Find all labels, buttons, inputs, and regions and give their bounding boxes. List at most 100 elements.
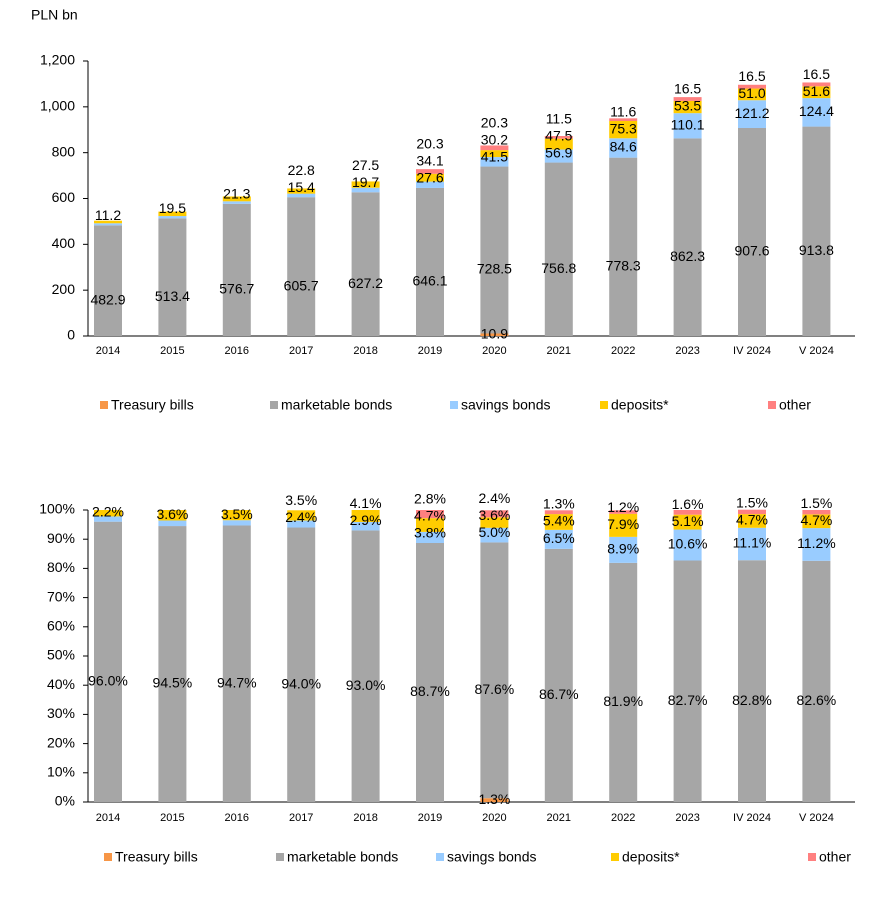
bar-segment xyxy=(544,136,573,139)
data-label: 16.5 xyxy=(674,81,701,97)
y-tick-label: 600 xyxy=(52,189,76,205)
x-tick-label: 2021 xyxy=(547,812,571,824)
y-tick-label: 70% xyxy=(47,588,75,604)
data-label: 4.7% xyxy=(414,508,446,524)
legend-swatch xyxy=(808,853,816,861)
y-tick-label: 400 xyxy=(52,235,76,251)
x-tick-label: 2018 xyxy=(353,812,377,824)
data-label: 81.9% xyxy=(603,693,643,709)
data-label: 82.6% xyxy=(797,692,837,708)
data-label: 3.6% xyxy=(156,506,188,522)
bar-segment xyxy=(673,97,702,101)
data-label: 94.7% xyxy=(217,674,257,690)
x-tick-label: 2019 xyxy=(418,345,442,357)
bar-segment xyxy=(802,82,831,87)
bar-segment xyxy=(416,173,444,182)
bar-segment xyxy=(609,536,638,563)
bar-segment xyxy=(609,120,638,139)
data-label: 7.9% xyxy=(607,516,639,532)
data-label: 11.6 xyxy=(610,103,636,119)
data-label: 51.0 xyxy=(738,85,765,101)
data-label: 19.5 xyxy=(159,200,186,216)
bar-segment xyxy=(480,542,509,799)
bar-segment xyxy=(544,548,573,802)
bar-segment xyxy=(287,197,316,336)
data-label: 3.8% xyxy=(414,525,446,541)
x-tick-label: 2016 xyxy=(225,345,249,357)
legend-swatch xyxy=(104,853,112,861)
y-tick-label: 0% xyxy=(55,793,75,809)
data-label: 27.6 xyxy=(416,170,443,186)
bar-segment xyxy=(738,509,766,515)
data-label: 4.7% xyxy=(800,512,832,528)
bar-segment xyxy=(609,513,638,537)
data-label: 728.5 xyxy=(477,261,512,277)
bar-segment xyxy=(94,223,122,226)
bar-segment xyxy=(351,521,380,531)
bar-segment xyxy=(673,138,702,336)
bar-segment xyxy=(94,220,122,224)
legend-swatch xyxy=(600,401,608,409)
y-tick-label: 80% xyxy=(47,559,75,575)
bar-segment xyxy=(480,517,509,528)
data-label: 1.2% xyxy=(607,499,639,515)
bar-segment xyxy=(222,203,251,336)
data-label: 15.4 xyxy=(288,179,315,195)
data-label: 75.3 xyxy=(610,120,637,136)
data-label: 84.6 xyxy=(610,139,637,155)
y-tick-label: 40% xyxy=(47,676,75,692)
x-tick-label: 2020 xyxy=(482,345,506,357)
data-label: 2.9% xyxy=(350,512,382,528)
data-label: 646.1 xyxy=(412,273,447,289)
bar-segment xyxy=(673,510,702,515)
bar-segment xyxy=(480,798,509,802)
x-tick-label: 2022 xyxy=(611,345,635,357)
bar-segment xyxy=(609,562,638,802)
bar-segment xyxy=(802,86,831,99)
bar-segment xyxy=(351,510,380,522)
data-label: 1.5% xyxy=(800,495,832,511)
data-label: 87.6% xyxy=(475,681,515,697)
data-label: 1.5% xyxy=(736,495,768,511)
bar-segment xyxy=(802,126,831,337)
y-axis-label: PLN bn xyxy=(31,7,78,23)
data-label: 82.7% xyxy=(668,692,708,708)
bar-segment xyxy=(158,211,187,217)
legend-label: marketable bonds xyxy=(287,849,398,865)
bar-segment xyxy=(738,514,766,528)
data-label: 862.3 xyxy=(670,248,705,264)
bar-segment xyxy=(94,521,122,802)
data-label: 8.9% xyxy=(607,541,639,557)
data-label: 482.9 xyxy=(90,291,125,307)
bar-segment xyxy=(673,100,702,114)
y-tick-label: 100% xyxy=(39,501,75,517)
data-label: 1.3% xyxy=(543,496,575,512)
data-label: 627.2 xyxy=(348,275,383,291)
bar-segment xyxy=(94,225,122,336)
y-tick-label: 1,000 xyxy=(40,98,75,114)
bar-segment xyxy=(222,196,251,202)
legend-swatch xyxy=(276,853,284,861)
data-label: 4.1% xyxy=(350,495,382,511)
data-label: 907.6 xyxy=(734,243,769,259)
data-label: 56.9 xyxy=(545,144,572,160)
bar-segment xyxy=(351,181,380,188)
data-label: 20.3 xyxy=(481,114,508,130)
data-label: 30.2 xyxy=(481,131,508,147)
bar-segment xyxy=(802,528,831,561)
bar-segment xyxy=(673,113,702,139)
bar-segment xyxy=(287,193,316,198)
bar-segment xyxy=(609,138,638,158)
bar-segment xyxy=(738,560,766,802)
data-label: 94.0% xyxy=(281,675,321,691)
data-label: 110.1 xyxy=(671,116,705,132)
legend-label: deposits* xyxy=(622,849,680,865)
data-label: 10.9 xyxy=(481,325,508,341)
data-label: 756.8 xyxy=(541,260,576,276)
legend-label: Treasury bills xyxy=(115,849,198,865)
bar-segment xyxy=(222,525,251,802)
x-tick-label: 2014 xyxy=(96,812,120,824)
legend-swatch xyxy=(611,853,619,861)
bar-segment xyxy=(480,150,509,158)
